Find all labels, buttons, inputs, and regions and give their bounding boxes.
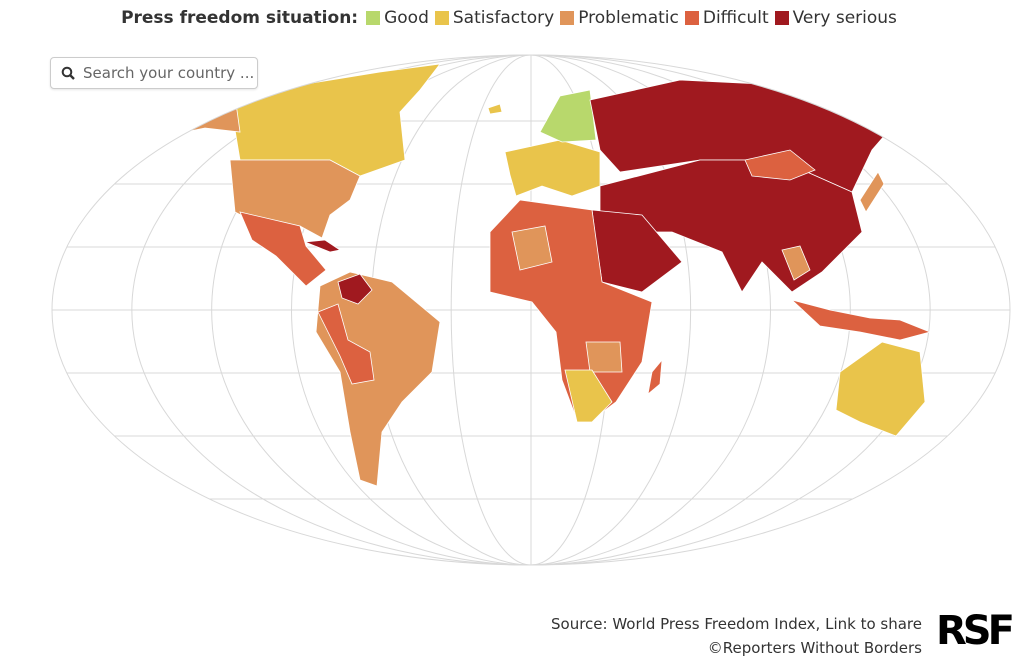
country[interactable] xyxy=(791,299,932,341)
country[interactable] xyxy=(487,103,503,115)
countries xyxy=(167,63,969,487)
country[interactable] xyxy=(504,139,601,197)
legend-label: Good xyxy=(384,8,429,28)
legend-item[interactable]: Problematic xyxy=(560,8,679,28)
country[interactable] xyxy=(585,341,623,373)
legend-item[interactable]: Satisfactory xyxy=(434,8,555,28)
country[interactable] xyxy=(859,171,885,213)
country[interactable] xyxy=(239,211,327,287)
country[interactable] xyxy=(167,99,187,113)
source-text[interactable]: Source: World Press Freedom Index, Link … xyxy=(551,615,922,633)
legend-label: Problematic xyxy=(578,8,679,28)
country[interactable] xyxy=(337,273,373,305)
country[interactable] xyxy=(317,303,375,385)
legend-title: Press freedom situation: xyxy=(121,8,359,28)
legend-item[interactable]: Good xyxy=(366,8,429,28)
world-map xyxy=(51,54,1011,566)
legend-label: Difficult xyxy=(702,8,769,28)
country[interactable] xyxy=(647,358,663,396)
country[interactable] xyxy=(539,89,597,143)
search-placeholder: Search your country ... xyxy=(83,64,255,82)
country[interactable] xyxy=(744,149,816,181)
search-box[interactable]: Search your country ... xyxy=(50,57,258,89)
country[interactable] xyxy=(315,271,441,487)
legend-swatch xyxy=(434,11,449,25)
legend-label: Very serious xyxy=(792,8,897,28)
search-icon xyxy=(61,66,75,80)
legend-label: Satisfactory xyxy=(452,8,555,28)
country[interactable] xyxy=(564,369,613,423)
credit: ©Reporters Without Borders xyxy=(707,639,922,657)
logo: RSF xyxy=(936,608,1015,654)
legend-swatch xyxy=(774,11,789,25)
legend-swatch xyxy=(684,11,699,25)
country[interactable] xyxy=(304,239,342,253)
country[interactable] xyxy=(781,245,811,281)
country[interactable] xyxy=(229,63,441,177)
country[interactable] xyxy=(835,341,926,437)
globe-outline xyxy=(51,54,1011,566)
legend: Press freedom situation: Good Satisfactor… xyxy=(0,8,1024,28)
country[interactable] xyxy=(511,225,553,271)
legend-swatch xyxy=(366,11,381,25)
legend-swatch xyxy=(560,11,575,25)
legend-item[interactable]: Very serious xyxy=(774,8,897,28)
source: Source: World Press Freedom Index, Link … xyxy=(551,612,922,660)
legend-item[interactable]: Difficult xyxy=(684,8,769,28)
